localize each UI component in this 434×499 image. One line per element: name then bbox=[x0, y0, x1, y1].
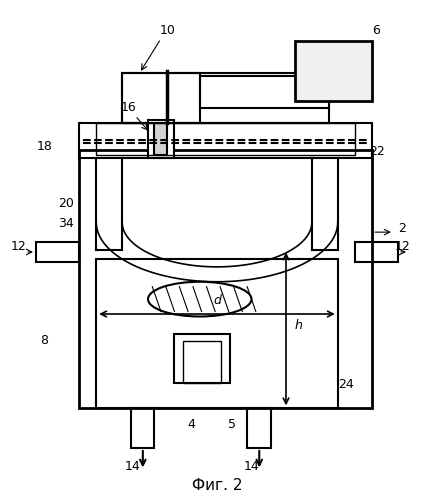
Text: 10: 10 bbox=[159, 23, 175, 36]
Bar bbox=[155, 123, 168, 155]
Bar bbox=[295, 41, 372, 101]
Text: 24: 24 bbox=[339, 378, 354, 391]
Bar bbox=[79, 150, 372, 408]
Text: 18: 18 bbox=[36, 140, 53, 153]
Bar bbox=[200, 76, 329, 108]
Bar bbox=[96, 259, 338, 408]
Text: h: h bbox=[295, 319, 303, 332]
Bar bbox=[174, 334, 230, 383]
Text: 14: 14 bbox=[125, 460, 141, 474]
Bar bbox=[183, 341, 221, 383]
Bar bbox=[122, 73, 329, 123]
Text: 2: 2 bbox=[398, 222, 406, 235]
Text: 4: 4 bbox=[187, 418, 195, 431]
Text: 16: 16 bbox=[121, 101, 136, 114]
Text: 12: 12 bbox=[395, 240, 410, 252]
Text: 22: 22 bbox=[368, 145, 385, 158]
Bar bbox=[355, 242, 398, 262]
Text: d: d bbox=[213, 294, 221, 307]
Text: 8: 8 bbox=[40, 334, 49, 347]
Text: 6: 6 bbox=[373, 23, 381, 36]
Text: 34: 34 bbox=[58, 217, 74, 230]
Text: 20: 20 bbox=[58, 197, 74, 210]
Text: 12: 12 bbox=[11, 240, 26, 252]
Bar bbox=[96, 123, 355, 155]
Bar bbox=[36, 242, 79, 262]
Text: 5: 5 bbox=[228, 418, 236, 431]
Bar bbox=[131, 408, 155, 448]
Ellipse shape bbox=[148, 282, 251, 316]
Bar bbox=[79, 123, 372, 158]
Bar bbox=[247, 408, 271, 448]
Bar bbox=[122, 73, 200, 123]
Text: Фиг. 2: Фиг. 2 bbox=[192, 478, 242, 493]
Bar bbox=[148, 120, 174, 158]
Text: 14: 14 bbox=[243, 460, 260, 474]
